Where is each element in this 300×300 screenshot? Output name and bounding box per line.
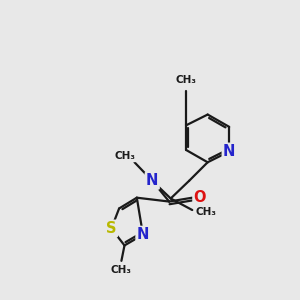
Text: N: N xyxy=(137,227,149,242)
Text: N: N xyxy=(146,173,158,188)
Text: CH₃: CH₃ xyxy=(111,266,132,275)
Text: N: N xyxy=(223,144,236,159)
Text: CH₃: CH₃ xyxy=(115,151,136,161)
Text: CH₃: CH₃ xyxy=(176,75,197,85)
Text: CH₃: CH₃ xyxy=(196,207,217,217)
Text: O: O xyxy=(194,190,206,205)
Text: S: S xyxy=(106,221,117,236)
